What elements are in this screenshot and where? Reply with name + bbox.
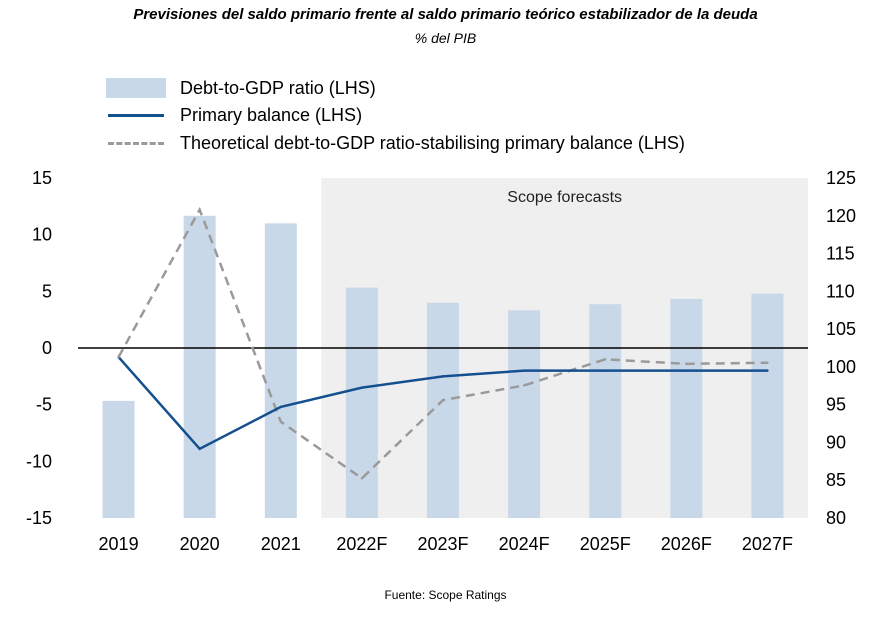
point-primary-balance-2021 [279, 405, 282, 409]
bar-debt-ratio-2019 [102, 400, 135, 518]
bar-debt-ratio-2022F [345, 287, 378, 518]
x-tick-label: 2020 [180, 534, 220, 554]
right-tick-label: 115 [826, 244, 855, 264]
point-theoretical-2021 [279, 420, 282, 423]
forecast-label: Scope forecasts [507, 189, 622, 206]
left-tick-label: 10 [32, 225, 52, 245]
point-primary-balance-2023F [441, 375, 445, 378]
x-tick-label: 2027F [742, 534, 793, 554]
left-tick-label: 0 [42, 338, 52, 358]
bar-debt-ratio-2024F [508, 310, 541, 518]
left-tick-label: -10 [26, 451, 52, 471]
left-tick-label: -15 [26, 508, 52, 528]
legend-swatch-line [106, 103, 166, 127]
legend-swatch-bar [106, 76, 166, 100]
point-theoretical-2023F [441, 398, 445, 402]
point-theoretical-2022F [360, 477, 364, 480]
point-theoretical-2026F [685, 362, 688, 366]
point-theoretical-2019 [117, 355, 120, 359]
right-tick-label: 120 [826, 206, 856, 226]
legend-label-debt-ratio: Debt-to-GDP ratio (LHS) [180, 77, 376, 98]
point-theoretical-2027F [766, 361, 769, 364]
point-theoretical-2020 [198, 208, 201, 211]
point-primary-balance-2024F [522, 369, 526, 372]
left-tick-label: 5 [42, 281, 52, 301]
x-tick-label: 2021 [261, 534, 301, 554]
right-tick-label: 90 [826, 432, 846, 452]
x-tick-label: 2025F [580, 534, 631, 554]
bar-debt-ratio-2025F [589, 304, 622, 518]
bar-debt-ratio-2027F [751, 293, 784, 518]
right-tick-label: 110 [826, 281, 855, 301]
chart-title: Previsiones del saldo primario frente al… [133, 6, 758, 23]
right-tick-label: 80 [826, 508, 846, 528]
point-theoretical-2024F [522, 384, 526, 387]
chart-subtitle: % del PIB [414, 30, 477, 46]
legend-item-primary-balance: Primary balance (LHS) [106, 103, 362, 127]
x-tick-label: 2026F [661, 534, 712, 554]
legend-item-theoretical: Theoretical debt-to-GDP ratio-stabilisin… [106, 131, 685, 155]
right-tick-label: 85 [826, 470, 846, 490]
right-tick-label: 125 [826, 168, 856, 188]
legend-label-primary-balance: Primary balance (LHS) [180, 104, 363, 125]
x-tick-label: 2023F [417, 534, 468, 554]
legend-item-debt-ratio: Debt-to-GDP ratio (LHS) [106, 76, 376, 100]
point-primary-balance-2022F [360, 386, 364, 389]
right-tick-label: 105 [826, 319, 856, 339]
point-primary-balance-2026F [685, 369, 688, 372]
legend-label-theoretical: Theoretical debt-to-GDP ratio-stabilisin… [180, 132, 685, 153]
bar-debt-ratio-2021 [264, 223, 297, 519]
source-note: Fuente: Scope Ratings [384, 588, 507, 602]
right-tick-label: 100 [826, 357, 856, 377]
point-primary-balance-2027F [766, 369, 769, 372]
bar-debt-ratio-2026F [670, 298, 703, 518]
left-tick-label: 15 [32, 168, 52, 188]
bar-debt-ratio-2020 [183, 215, 216, 518]
legend-swatch-dashed [106, 131, 166, 155]
point-primary-balance-2025F [604, 369, 607, 372]
x-tick-label: 2019 [99, 534, 139, 554]
x-tick-label: 2022F [336, 534, 387, 554]
right-tick-label: 95 [826, 395, 846, 415]
left-tick-label: -5 [36, 395, 52, 415]
point-primary-balance-2020 [198, 447, 201, 451]
point-theoretical-2025F [604, 358, 607, 361]
x-tick-label: 2024F [499, 534, 550, 554]
